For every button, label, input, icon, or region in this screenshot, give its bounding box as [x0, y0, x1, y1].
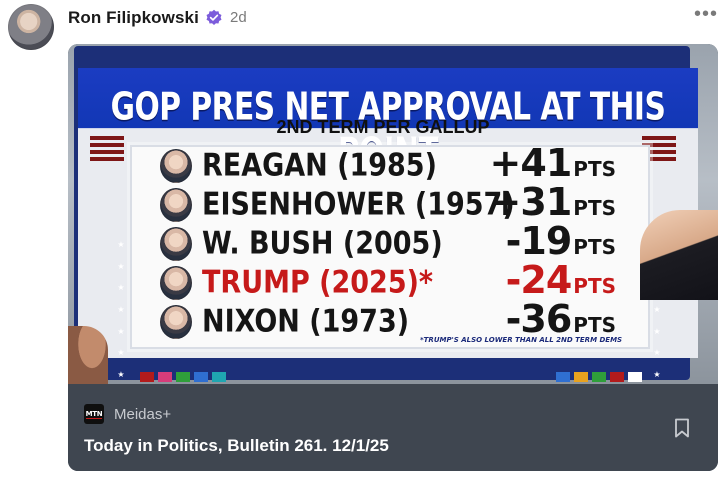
president-portrait [160, 149, 192, 183]
president-name: NIXON (1973) [202, 303, 410, 340]
source-name[interactable]: Meidas+ [114, 406, 172, 423]
author-avatar[interactable] [8, 4, 54, 50]
net-approval: -36 PTS [505, 297, 616, 341]
verified-badge-icon [206, 9, 222, 26]
graphic-subtitle: 2ND TERM PER GALLUP [276, 116, 490, 137]
president-portrait [160, 227, 192, 261]
presenter-hand [640, 210, 718, 300]
president-portrait [160, 305, 192, 339]
president-name: REAGAN (1985) [202, 147, 437, 184]
ranking-panel [130, 145, 650, 349]
link-card-footer: MTN Meidas+ Today in Politics, Bulletin … [68, 384, 718, 471]
source-logo: MTN [84, 404, 104, 424]
link-preview-card[interactable]: GOP PRES NET APPROVAL AT THIS POINT 2ND … [68, 44, 718, 471]
net-approval: +31 PTS [489, 180, 616, 224]
link-headline[interactable]: Today in Politics, Bulletin 261. 12/1/25 [84, 436, 389, 455]
studio-color-chips [140, 372, 226, 382]
president-portrait [160, 188, 192, 222]
president-name: TRUMP (2025)* [202, 264, 434, 301]
title-banner [78, 68, 698, 128]
president-portrait [160, 266, 192, 300]
star-column-left: ★ ★ ★ ★ ★ ★ ★ [117, 240, 125, 379]
ranking-row: NIXON (1973) -36 PTS [160, 297, 616, 341]
net-approval: -19 PTS [505, 219, 616, 263]
author-name[interactable]: Ron Filipkowski [68, 8, 199, 27]
graphic-footnote: *TRUMP'S ALSO LOWER THAN ALL 2ND TERM DE… [420, 336, 623, 344]
ranking-row: EISENHOWER (1957) +31 PTS [160, 180, 616, 224]
ranking-row: W. BUSH (2005) -19 PTS [160, 219, 616, 263]
net-approval: -24 PTS [505, 258, 616, 302]
ranking-row: REAGAN (1985) +41 PTS [160, 141, 616, 185]
ranking-row-highlight: TRUMP (2025)* -24 PTS [160, 258, 616, 302]
left-side-tabs [90, 136, 124, 236]
studio-color-chips [556, 372, 642, 382]
more-options-icon[interactable]: ••• [694, 3, 719, 25]
president-name: EISENHOWER (1957) [202, 186, 515, 223]
net-approval: +41 PTS [489, 141, 616, 185]
post-timestamp: 2d [230, 9, 247, 26]
right-side-tabs [642, 136, 676, 236]
president-name: W. BUSH (2005) [202, 225, 443, 262]
bookmark-icon[interactable] [674, 418, 690, 438]
presenter-arm [68, 326, 108, 384]
preview-image: GOP PRES NET APPROVAL AT THIS POINT 2ND … [68, 44, 718, 384]
